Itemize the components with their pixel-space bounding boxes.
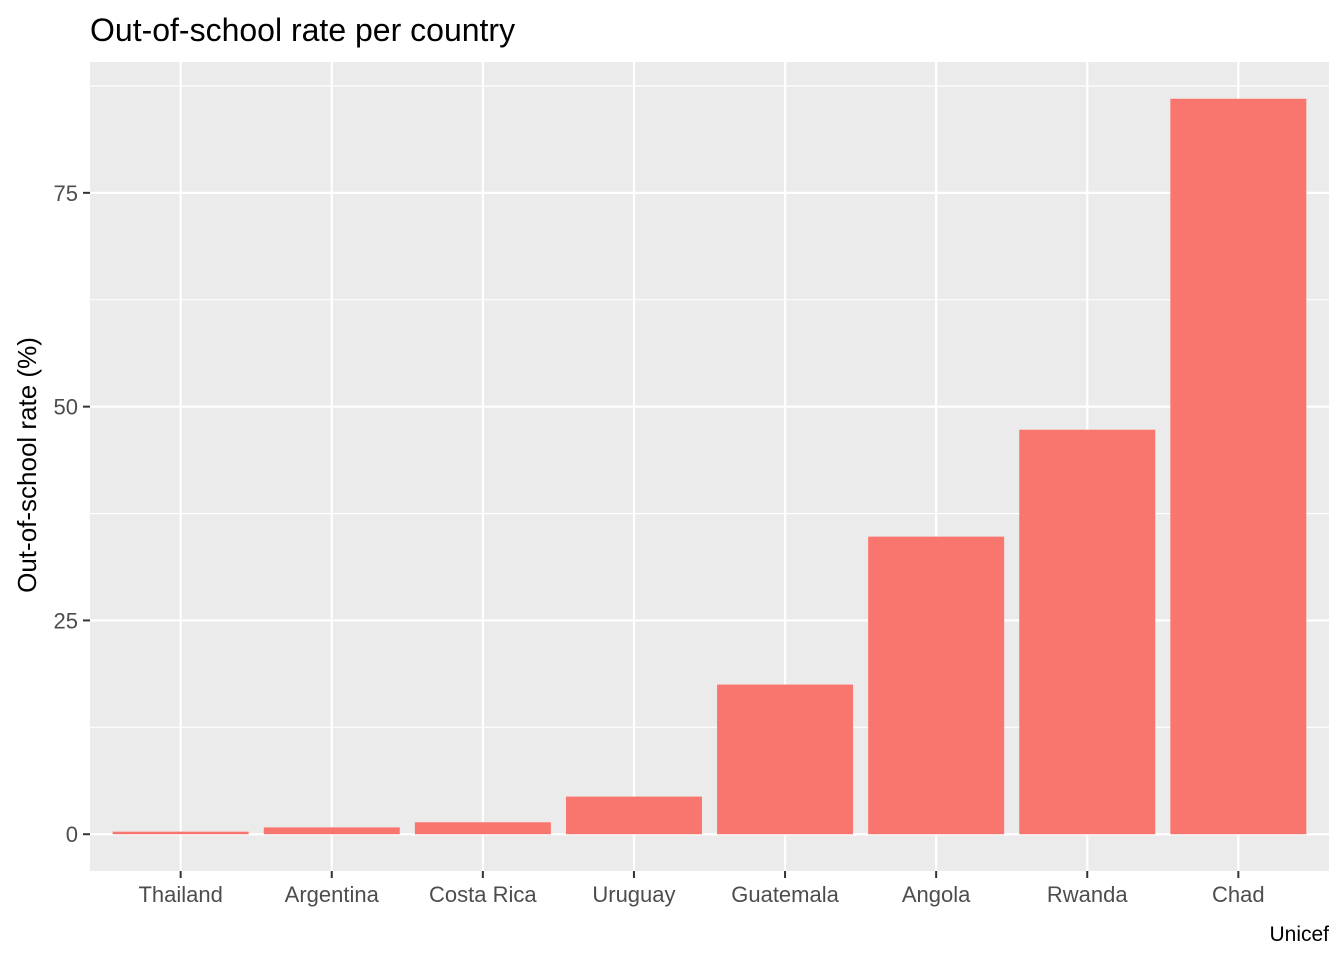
- bars: [112, 98, 1307, 835]
- chart-caption: Unicef: [1269, 923, 1329, 946]
- x-tick-label: Guatemala: [731, 882, 839, 907]
- x-tick-label: Rwanda: [1047, 882, 1128, 907]
- x-tick-label: Uruguay: [592, 882, 675, 907]
- y-axis: 0 25 50 75: [54, 181, 90, 847]
- y-axis-label: Out-of-school rate (%): [12, 337, 42, 593]
- x-axis: Thailand Argentina Costa Rica Uruguay Guatem…: [138, 871, 1265, 907]
- bar-guatemala: [717, 684, 854, 835]
- x-tick-label: Chad: [1212, 882, 1265, 907]
- bar-chad: [1170, 98, 1307, 835]
- x-tick-label: Angola: [902, 882, 971, 907]
- x-tick-label: Thailand: [138, 882, 222, 907]
- chart-title: Out-of-school rate per country: [90, 12, 515, 48]
- bar-uruguay: [565, 796, 702, 835]
- bar-rwanda: [1019, 429, 1156, 835]
- bar-angola: [868, 536, 1005, 835]
- bar-costa-rica: [414, 822, 551, 835]
- x-tick-label: Costa Rica: [429, 882, 537, 907]
- y-tick-label: 0: [66, 822, 78, 847]
- bar-argentina: [263, 827, 400, 835]
- y-tick-label: 50: [54, 395, 78, 420]
- y-tick-label: 75: [54, 181, 78, 206]
- x-tick-label: Argentina: [285, 882, 380, 907]
- bar-thailand: [112, 831, 249, 835]
- y-tick-label: 25: [54, 608, 78, 633]
